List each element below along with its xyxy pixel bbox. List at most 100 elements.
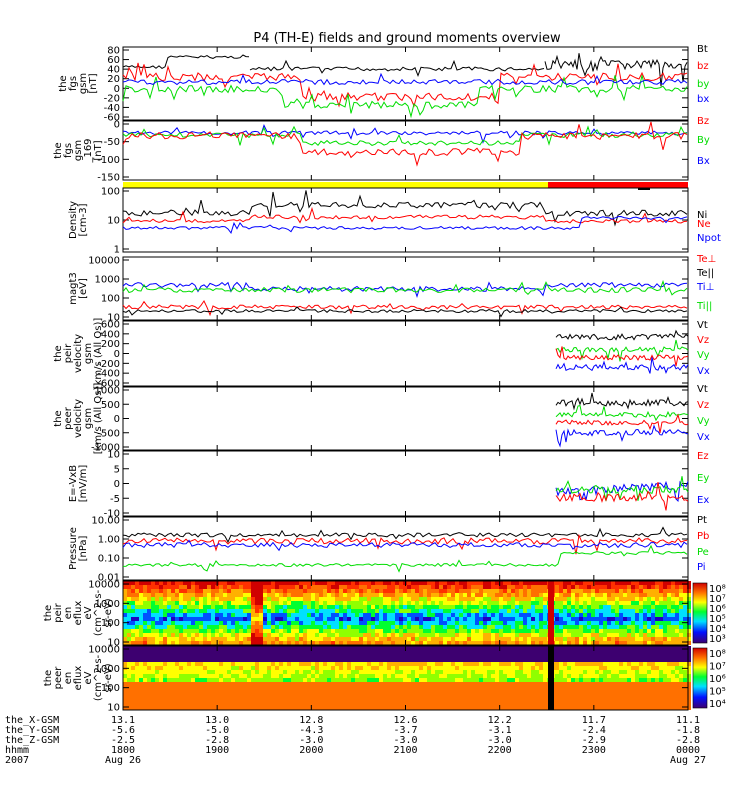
- series-bz: [122, 62, 688, 108]
- legend-item: Ey: [697, 473, 709, 484]
- colorbar-label: 10⁸: [709, 649, 726, 660]
- legend-item: Npot: [697, 233, 721, 244]
- x-tick-label: Aug 26: [105, 755, 141, 766]
- svg-text:the: the: [58, 75, 69, 91]
- y-axis-label: the peir velocity gsm [km/s (All Qs)]: [53, 318, 104, 390]
- legend-item: Vy: [697, 350, 710, 361]
- traces-peer_vel: [555, 392, 689, 448]
- x-tick-label: 13.1: [111, 715, 135, 726]
- series-Pt: [122, 526, 688, 544]
- svg-text:gsm: gsm: [78, 73, 89, 94]
- svg-text:gsm: gsm: [83, 343, 94, 364]
- x-tick-label: 1800: [111, 745, 135, 756]
- panel-pressure: 10.00 1.00 0.10 0.01 Pressure [nPa] Pt Pb Pe Pi: [68, 515, 709, 584]
- y-axis-label: E=-VxB [mV/m]: [68, 465, 89, 503]
- svg-text:[nT]: [nT]: [93, 140, 104, 160]
- y-tick-label: 0: [114, 479, 120, 490]
- traces-temp: [122, 279, 688, 318]
- colorbar-label: 10⁷: [709, 594, 726, 605]
- legend-item: Ni: [697, 210, 707, 221]
- x-tick-label: -1.8: [676, 725, 700, 736]
- svg-text:sr-eV): sr-eV): [103, 598, 114, 627]
- footer-label: the_Z-GSM: [5, 735, 59, 746]
- series-Bt: [122, 54, 250, 69]
- y-tick-label: -5: [110, 494, 120, 505]
- x-tick-label: -3.7: [393, 725, 417, 736]
- y-tick-label: -50: [104, 137, 120, 148]
- series-Ti-perp: [122, 281, 688, 299]
- y-tick-label: 10000: [88, 580, 120, 591]
- traces-peir_vel: [555, 329, 689, 374]
- colorbar-label: 10⁸: [709, 584, 726, 595]
- y-tick-label: 80: [107, 46, 120, 57]
- legend-item: bz: [697, 61, 709, 72]
- y-tick-label: 100: [101, 187, 120, 198]
- x-tick-label: -4.3: [299, 725, 323, 736]
- series-By: [122, 125, 688, 147]
- panel-frame: [122, 450, 689, 517]
- colorbar-elec_spec: [692, 647, 708, 709]
- svg-text:the: the: [53, 142, 64, 158]
- svg-text:_169: _169: [83, 138, 94, 163]
- series-Te-perp: [122, 300, 688, 317]
- mode-bar-slow: [123, 182, 548, 188]
- legend-item: Te⊥: [696, 254, 716, 265]
- series-by: [122, 75, 688, 119]
- legend-item: Vx: [697, 366, 710, 377]
- traces-pressure: [122, 526, 688, 573]
- svg-text:E=-VxB: E=-VxB: [68, 465, 79, 502]
- legend-item: Vx: [697, 432, 710, 443]
- y-tick-label: -20: [104, 93, 120, 104]
- svg-text:velocity: velocity: [73, 334, 84, 373]
- series-bx: [122, 72, 688, 86]
- y-axis-label: Density [cm-3]: [68, 201, 89, 239]
- legend-item: Bt: [697, 44, 708, 55]
- x-tick-label: -2.9: [582, 735, 606, 746]
- y-tick-label: 10: [107, 313, 120, 324]
- y-tick-label: 100: [101, 683, 120, 694]
- y-tick-label: 10000: [88, 256, 120, 267]
- y-tick-label: 0: [114, 84, 120, 95]
- series-Ey: [555, 476, 689, 502]
- series-Bt: [249, 59, 545, 78]
- y-tick-label: 200: [101, 339, 120, 350]
- data-gap-marker: [548, 646, 554, 710]
- traces-efield: [555, 476, 689, 511]
- x-tick-label: -5.0: [205, 725, 229, 736]
- y-tick-label: 500: [101, 400, 120, 411]
- colorbar-label: 10⁵: [709, 687, 726, 698]
- legend-item: Pb: [697, 531, 709, 542]
- y-tick-label: 0: [114, 120, 120, 131]
- y-tick-label: 60: [107, 55, 120, 66]
- series-Pb: [122, 533, 688, 555]
- footer-label: the_Y-GSM: [5, 725, 59, 736]
- series-Vx: [555, 424, 689, 448]
- y-tick-label: -150: [97, 173, 120, 184]
- legend-item: Vy: [697, 416, 710, 427]
- y-tick-label: 1000: [95, 275, 120, 286]
- y-tick-label: 1: [114, 245, 120, 256]
- legend-item: Bz: [697, 116, 709, 127]
- series-Bx: [122, 123, 688, 144]
- y-tick-label: 1000: [95, 386, 120, 397]
- y-tick-label: 10.00: [91, 516, 120, 527]
- series-Ne: [122, 206, 688, 224]
- x-tick-label: -3.0: [393, 735, 417, 746]
- colorbar-label: 10⁵: [709, 614, 726, 625]
- svg-text:the: the: [53, 345, 64, 361]
- y-tick-label: 0: [114, 349, 120, 360]
- svg-text:eflux: eflux: [73, 601, 84, 626]
- y-tick-label: 0.10: [98, 554, 120, 565]
- colorbar-ion_spec: [692, 582, 708, 644]
- series-Vz: [555, 413, 689, 434]
- series-Ti-par: [122, 279, 688, 296]
- svg-text:[nT]: [nT]: [88, 73, 99, 93]
- traces-fgs: [122, 53, 688, 119]
- legend-item: Ne: [697, 219, 711, 230]
- svg-text:[nPa]: [nPa]: [78, 535, 89, 561]
- svg-text:velocity: velocity: [73, 399, 84, 438]
- svg-text:the: the: [43, 605, 54, 621]
- svg-text:peer: peer: [63, 406, 74, 430]
- svg-text:peir: peir: [63, 343, 74, 363]
